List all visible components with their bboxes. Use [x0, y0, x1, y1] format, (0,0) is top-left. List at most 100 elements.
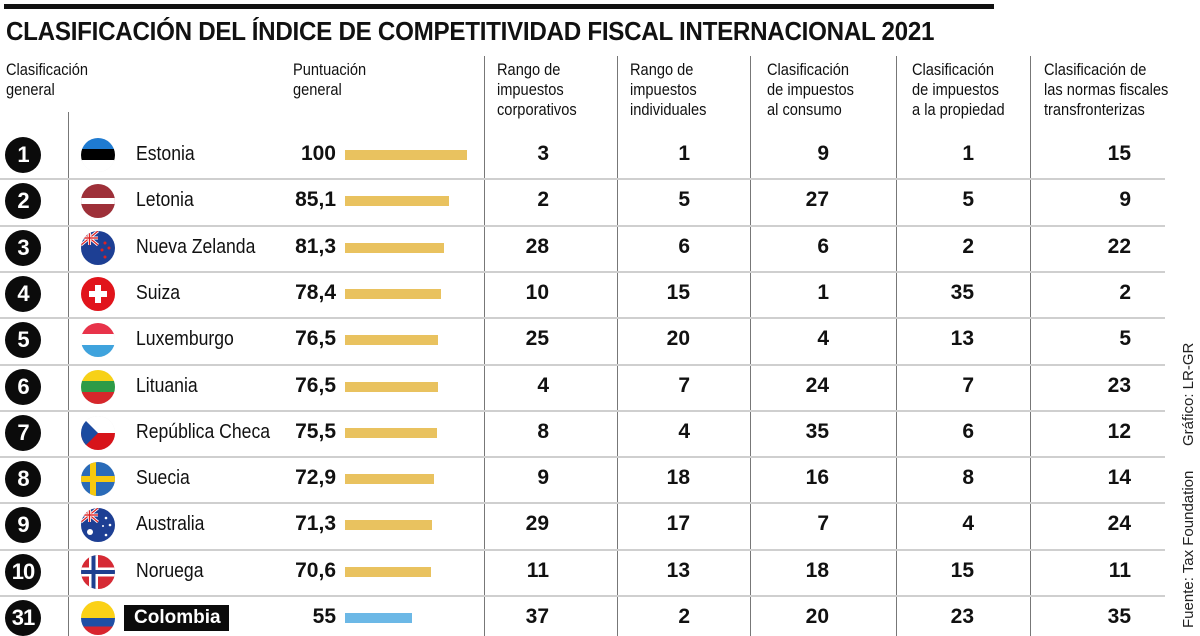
header-property-line: Clasificación	[912, 60, 995, 79]
consumption-value: 16	[805, 466, 829, 490]
individual-value: 15	[666, 280, 690, 304]
rank-badge: 6	[5, 368, 41, 405]
property-value: 13	[950, 327, 974, 351]
header-corporate-line: corporativos	[497, 100, 577, 119]
header-score-line: Puntuación	[293, 60, 367, 79]
header-property-line: a la propiedad	[912, 100, 1005, 119]
crossborder-value: 5	[1119, 327, 1131, 351]
property-value: 5	[962, 188, 974, 212]
row-divider	[0, 456, 1165, 459]
header-crossborder-line: las normas fiscales	[1044, 80, 1169, 99]
crossborder-value: 2	[1119, 280, 1131, 304]
corporate-value: 25	[525, 327, 549, 351]
corporate-value: 11	[526, 558, 549, 582]
property-value: 23	[950, 605, 974, 628]
score-value: 70,6	[295, 558, 336, 582]
crossborder-value: 11	[1108, 558, 1131, 582]
corporate-value: 10	[525, 280, 549, 304]
norway-flag-icon	[81, 554, 115, 589]
row-divider	[0, 409, 1165, 412]
czech-flag-icon	[81, 415, 115, 450]
column-divider	[484, 56, 485, 636]
column-divider	[1030, 56, 1031, 636]
consumption-value: 20	[805, 605, 829, 628]
header-individual-line: individuales	[630, 100, 707, 119]
rank-badge: 3	[5, 229, 41, 266]
property-value: 35	[950, 280, 974, 304]
header-property: Clasificación de impuestos a la propieda…	[912, 60, 1005, 120]
rank-badge: 8	[5, 461, 41, 498]
header-consumption: Clasificación de impuestos al consumo	[767, 60, 854, 120]
property-value: 7	[962, 373, 974, 397]
crossborder-value: 15	[1107, 142, 1131, 165]
score-value: 76,5	[295, 327, 336, 351]
consumption-value: 18	[805, 558, 829, 582]
top-rule	[4, 4, 994, 9]
score-value: 100	[300, 142, 336, 165]
rank-badge: 2	[5, 183, 41, 220]
corporate-value: 37	[525, 605, 549, 628]
header-score: Puntuación general	[293, 60, 366, 100]
corporate-value: 29	[525, 512, 549, 536]
row-divider	[0, 363, 1165, 366]
score-value: 55	[312, 605, 336, 628]
country-name: Lituania	[136, 374, 198, 397]
new-zealand-flag-icon	[81, 230, 115, 265]
header-score-line: general	[293, 80, 342, 99]
score-bar	[345, 150, 467, 160]
rank-badge: 9	[5, 507, 41, 544]
individual-value: 17	[666, 512, 690, 536]
chart-title: CLASIFICACIÓN DEL ÍNDICE DE COMPETITIVID…	[6, 16, 935, 46]
score-value: 81,3	[295, 234, 336, 258]
luxembourg-flag-icon	[81, 323, 115, 358]
column-divider	[896, 56, 897, 636]
graphic-credit: Gráfico: LR-GR	[1180, 342, 1197, 446]
header-individual-line: impuestos	[630, 80, 697, 99]
corporate-value: 3	[537, 142, 549, 165]
header-corporate-line: Rango de	[497, 60, 561, 79]
latvia-flag-icon	[81, 184, 115, 219]
property-value: 8	[962, 466, 974, 490]
individual-value: 2	[678, 605, 690, 628]
crossborder-value: 23	[1107, 373, 1131, 397]
australia-flag-icon	[81, 508, 115, 543]
individual-value: 1	[678, 142, 690, 165]
score-bar	[345, 381, 439, 392]
header-consumption-line: de impuestos	[767, 80, 854, 99]
sweden-flag-icon	[81, 462, 115, 497]
property-value: 1	[962, 142, 974, 165]
country-name: Estonia	[136, 143, 195, 165]
corporate-value: 28	[525, 234, 549, 258]
score-bar	[345, 242, 445, 253]
header-individual-line: Rango de	[630, 60, 694, 79]
colombia-flag-icon	[81, 601, 115, 635]
country-name: Colombia	[124, 605, 229, 631]
row-divider	[0, 178, 1165, 181]
individual-value: 20	[666, 327, 690, 351]
score-value: 75,5	[295, 419, 336, 443]
estonia-flag-icon	[81, 138, 115, 172]
rank-badge: 1	[5, 137, 41, 173]
country-name: Luxemburgo	[136, 328, 234, 351]
country-name: Noruega	[136, 559, 204, 582]
score-bar	[345, 288, 441, 299]
corporate-value: 8	[537, 419, 549, 443]
crossborder-value: 24	[1107, 512, 1131, 536]
country-name: Suecia	[136, 467, 190, 490]
score-value: 72,9	[295, 466, 336, 490]
rank-badge: 5	[5, 322, 41, 359]
crossborder-value: 22	[1107, 234, 1131, 258]
individual-value: 6	[678, 234, 690, 258]
individual-value: 5	[678, 188, 690, 212]
corporate-value: 4	[537, 373, 549, 397]
score-value: 76,5	[295, 373, 336, 397]
crossborder-value: 12	[1107, 419, 1131, 443]
score-bar	[345, 520, 432, 531]
column-divider	[750, 56, 751, 636]
consumption-value: 35	[805, 419, 829, 443]
score-bar	[345, 335, 439, 346]
property-value: 6	[962, 419, 974, 443]
consumption-value: 1	[817, 280, 829, 304]
row-divider	[0, 548, 1165, 551]
header-rank-line: general	[6, 80, 55, 99]
